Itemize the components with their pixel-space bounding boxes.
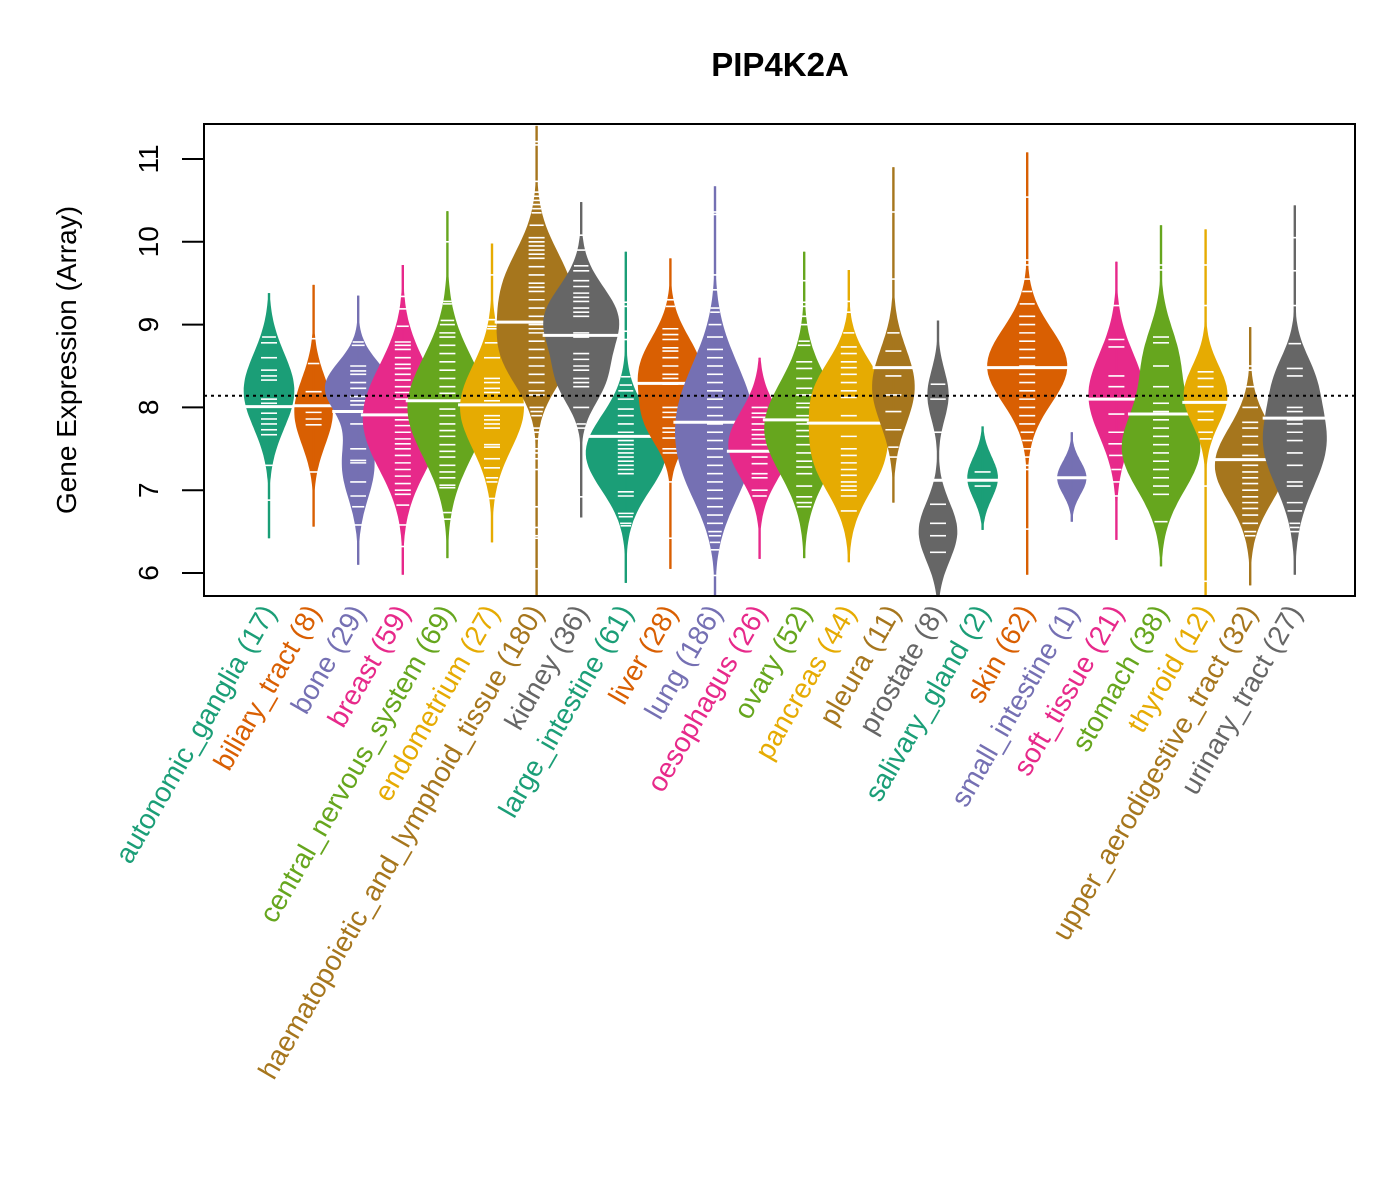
y-tick-label: 11 — [133, 144, 164, 173]
y-tick-label: 9 — [133, 317, 164, 333]
y-axis: 6 7 8 9 10 11 — [133, 144, 205, 581]
violin-autonomic-ganglia — [243, 293, 295, 539]
violin-large-intestine — [585, 251, 666, 583]
violin-liver — [635, 258, 706, 569]
violin-pleura — [872, 167, 915, 503]
chart-title: PIP4K2A — [711, 46, 849, 83]
violin-kidney — [542, 202, 620, 518]
y-tick-label: 10 — [133, 226, 164, 257]
violin-lung — [673, 186, 757, 596]
violin-bone — [324, 295, 392, 565]
violin-thyroid — [1182, 229, 1229, 596]
plot-area — [243, 125, 1327, 596]
violin-prostate — [918, 320, 958, 596]
violin-stomach — [1121, 225, 1201, 567]
violin-salivary-gland — [965, 426, 1000, 530]
x-tick-label: pleura (11) — [813, 600, 907, 731]
x-axis-labels: autonomic_ganglia (17)biliary_tract (8)b… — [109, 600, 1308, 1085]
y-tick-label: 8 — [133, 400, 164, 416]
plot-frame — [203, 123, 1356, 597]
category-count: (27) — [1252, 600, 1308, 665]
violin-urinary-tract — [1262, 205, 1327, 575]
violin-skin — [985, 152, 1070, 575]
violin-biliary-tract — [292, 284, 335, 527]
y-tick-label: 6 — [133, 565, 164, 581]
y-axis-label: Gene Expression (Array) — [51, 206, 82, 514]
violin-endometrium — [458, 243, 526, 543]
y-tick-label: 7 — [133, 482, 164, 498]
violin-pancreas — [806, 269, 891, 563]
violin-small-intestine — [1055, 432, 1089, 522]
violin-soft-tissue — [1086, 261, 1147, 540]
violin-central-nervous-system — [405, 211, 490, 559]
violin-breast — [360, 264, 445, 575]
